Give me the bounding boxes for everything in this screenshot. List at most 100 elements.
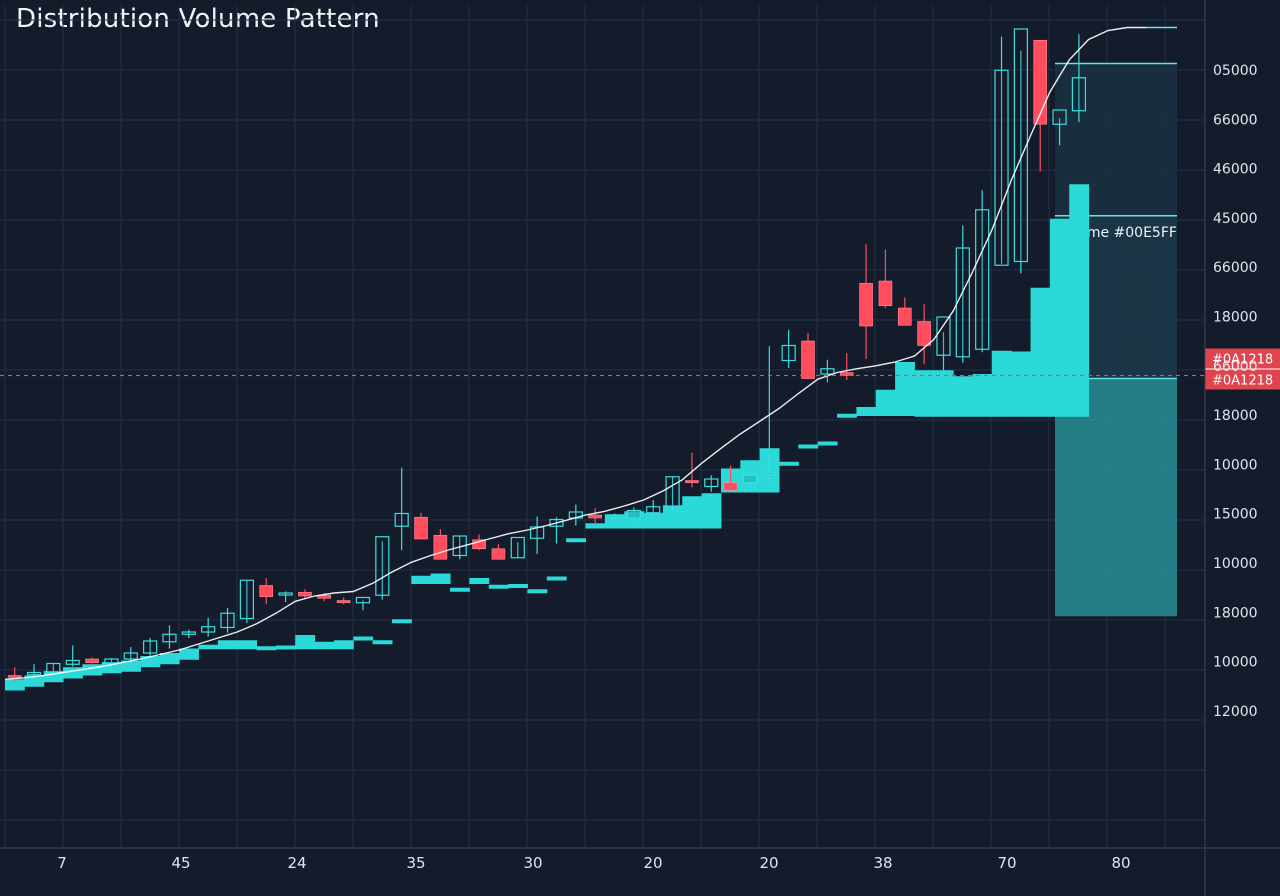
volume-bar (895, 362, 915, 416)
candle-body (46, 662, 61, 674)
volume-bar (1011, 351, 1032, 417)
candle-body (917, 321, 931, 346)
y-tick-label: 10000 (1213, 655, 1258, 671)
y-tick-label: 66000 (1213, 112, 1258, 128)
volume-bar (392, 619, 412, 624)
x-tick-label: 70 (997, 854, 1016, 872)
candle-up (936, 316, 951, 373)
x-tick-label: 7 (57, 854, 67, 872)
candle-up (820, 359, 835, 383)
candle-up (46, 662, 61, 679)
candle-up (239, 579, 254, 623)
volume-bar (450, 587, 470, 592)
price-badge-upper (1205, 348, 1280, 369)
candle-body (414, 516, 428, 540)
candle-body (239, 579, 254, 620)
candle-up (104, 658, 119, 674)
candle-up (220, 608, 235, 633)
volume-bar (546, 576, 567, 581)
candle-body (85, 658, 99, 664)
candle-up (394, 467, 409, 551)
candle-body (801, 340, 815, 379)
candle-down (685, 452, 699, 488)
candle-body (607, 515, 622, 519)
y-tick-label: 10000 (1213, 556, 1258, 572)
candle-up (510, 536, 525, 559)
volume-bar (24, 675, 45, 687)
volume-bar (991, 350, 1012, 417)
candle-down (491, 544, 506, 560)
volume-bar (179, 648, 199, 660)
volume-bar (237, 640, 258, 650)
candle-body (491, 548, 506, 560)
volume-bar (314, 641, 335, 650)
volume-bar (63, 667, 83, 679)
candle-body (181, 631, 196, 635)
chart-title: Distribution Volume Pattern (16, 4, 380, 34)
candle-body (123, 652, 138, 660)
candle-up (123, 647, 138, 665)
candle-up (665, 476, 680, 511)
x-tick-label: 80 (1111, 854, 1130, 872)
candle-up (1013, 28, 1028, 274)
volume-bar (469, 578, 490, 584)
candle-up (781, 329, 796, 368)
volume-bar (817, 441, 838, 446)
candle-body (936, 316, 951, 356)
candle-down (897, 297, 912, 326)
candle-body (143, 640, 158, 654)
candle-body (259, 585, 274, 598)
y-tick-label: 10000 (1213, 457, 1258, 473)
volume-bar (701, 493, 722, 529)
volume-bar (953, 376, 973, 417)
y-tick-label: 46000 (1213, 162, 1258, 178)
price-badge-upper-text: #0A1218 (1212, 353, 1273, 368)
price-badge-lower-text: #0A1218 (1212, 374, 1273, 389)
y-tick-label: 66000 (1213, 260, 1258, 276)
volume-bar (643, 512, 664, 529)
candle-up (65, 645, 80, 667)
price-badge-lower (1205, 369, 1280, 390)
grid-lines (0, 5, 1205, 848)
volume-bar (275, 645, 296, 650)
y-tick-label: 18000 (1213, 310, 1258, 326)
x-tick-label: 45 (171, 854, 190, 872)
volume-bar (82, 664, 103, 676)
candle-body (433, 534, 448, 560)
candle-body (394, 512, 409, 527)
candle-down (878, 249, 893, 308)
volume-bar (353, 636, 374, 641)
volume-bar (372, 640, 393, 645)
candle-down (839, 353, 854, 380)
candle-body (201, 626, 216, 633)
volume-bar (1049, 218, 1070, 417)
volume-profile-value-area (1055, 378, 1177, 617)
candle-up (646, 500, 661, 517)
candle-up (955, 225, 970, 363)
moving-average-path (4, 26, 1147, 680)
candle-down (859, 244, 873, 359)
volume-bar (585, 523, 606, 529)
x-tick-label: 35 (406, 854, 425, 872)
volume-bars (5, 184, 1090, 691)
candle-up (143, 638, 158, 667)
candle-body (7, 675, 22, 678)
volume-bar (1069, 184, 1090, 417)
volume-bar (121, 660, 141, 672)
candle-up (994, 36, 1009, 266)
candle-up (181, 629, 196, 638)
candle-up (742, 474, 758, 493)
volume-bar (5, 679, 25, 691)
volume-bar (682, 496, 703, 529)
volume-bar (430, 573, 451, 584)
candle-body (26, 671, 42, 676)
volume-bar (875, 389, 896, 416)
volume-bar (798, 444, 819, 449)
candle-up (762, 346, 777, 481)
candle-up (1071, 34, 1087, 122)
candle-body (723, 482, 738, 491)
candle-body (685, 480, 699, 484)
candlesticks (7, 28, 1087, 682)
candle-body (1071, 77, 1087, 112)
